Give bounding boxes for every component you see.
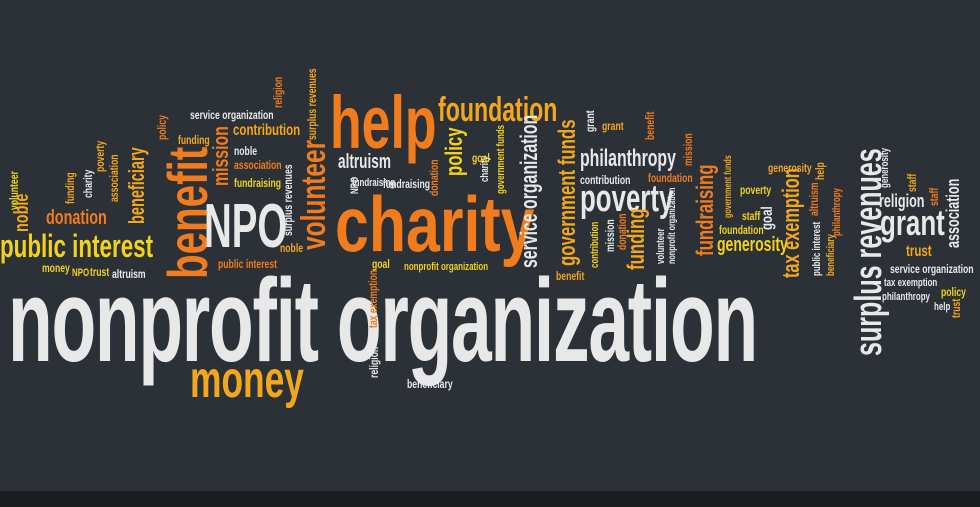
- word-foundation-small: foundation: [648, 171, 693, 185]
- word-noble-white: noble: [234, 144, 258, 158]
- word-public-interest: public interest: [0, 228, 154, 264]
- word-generosity-tiny: generosity: [879, 147, 891, 188]
- word-mission-right: mission: [681, 133, 695, 166]
- word-generosity-right: generosity: [768, 161, 812, 175]
- word-goal-right: goal: [759, 206, 776, 230]
- word-policy: policy: [441, 127, 468, 176]
- word-grant-small: grant: [583, 110, 597, 132]
- word-surplus-revenues-top: surplus revenues: [305, 68, 319, 140]
- word-tax-exemption-small: tax exemption: [884, 277, 938, 289]
- word-beneficiary: beneficiary: [124, 147, 149, 224]
- word-mission: mission: [208, 126, 233, 186]
- word-goal-small: goal: [472, 151, 490, 165]
- word-tax-exemption: tax exemption: [778, 168, 805, 278]
- word-donation: donation: [46, 207, 107, 229]
- word-cloud: nonprofit organization charity help foun…: [0, 0, 980, 491]
- word-contribution: contribution: [233, 122, 301, 139]
- word-fundraising-yellow: fundraising: [234, 176, 282, 190]
- word-grant-top: grant: [602, 119, 624, 133]
- word-fundraising: fundraising: [692, 164, 719, 256]
- word-npo-small: NPO: [72, 267, 90, 279]
- word-association-small: association: [234, 158, 282, 172]
- word-policy-small: policy: [941, 285, 966, 299]
- word-goal: goal: [372, 257, 390, 271]
- word-service-organization: service organization: [516, 114, 543, 268]
- word-nonprofit-organization: nonprofit organization: [8, 255, 758, 387]
- word-service-organization-small: service organization: [890, 262, 974, 276]
- word-foundation: foundation: [438, 91, 558, 129]
- word-staff-far-right: staff: [927, 187, 941, 206]
- word-volunteer-tiny: volunteer: [655, 228, 667, 264]
- word-staff-right: staff: [905, 173, 919, 192]
- word-altruism-small: altruism: [112, 267, 146, 281]
- word-generosity: generosity: [717, 234, 788, 256]
- word-public-interest-right: public interest: [811, 221, 823, 276]
- word-philanthropy-right: philanthropy: [831, 188, 843, 236]
- word-benefit-small: benefit: [556, 269, 585, 283]
- word-donation-tiny: donation: [615, 213, 629, 250]
- word-grant: grant: [880, 202, 945, 243]
- word-money-small: money: [42, 261, 70, 275]
- word-philanthropy-small: philanthropy: [882, 291, 930, 303]
- word-help: help: [330, 81, 437, 164]
- word-fundraising-small: fundraising: [383, 177, 431, 191]
- word-volunteer-small: volunteer: [7, 171, 21, 210]
- word-nonprofit-organization-small: nonprofit organization: [404, 261, 489, 273]
- word-religion: religion: [879, 191, 925, 211]
- word-funding-small: funding: [63, 172, 77, 204]
- word-government-funds-small: government funds: [495, 124, 507, 194]
- word-altruism-right: altruism: [807, 182, 821, 216]
- word-trust-left: trust: [90, 265, 110, 279]
- word-volunteer: volunteer: [295, 139, 333, 250]
- word-funding-left: funding: [178, 133, 210, 147]
- word-help-right: help: [813, 162, 827, 180]
- word-poverty-small: poverty: [93, 140, 107, 172]
- word-public-interest-small: public interest: [218, 257, 278, 271]
- word-religion-bottom: religion: [367, 346, 381, 378]
- word-service-organization-top: service organization: [190, 108, 274, 122]
- word-money: money: [190, 351, 304, 409]
- word-government-funds: government funds: [554, 119, 581, 266]
- word-fundraising-mid: fundraising: [352, 177, 396, 189]
- word-beneficiary-bottom: beneficiary: [407, 377, 453, 391]
- word-philanthropy: philanthropy: [580, 145, 676, 172]
- word-benefit-top: benefit: [643, 111, 657, 140]
- word-poverty: poverty: [580, 178, 674, 220]
- word-donation-small: donation: [427, 159, 441, 196]
- word-trust-small: trust: [949, 298, 963, 318]
- word-noble-small: noble: [280, 241, 304, 255]
- word-association-left: association: [107, 154, 121, 202]
- word-beneficiary-right: beneficiary: [825, 234, 837, 276]
- word-npo: NPO: [204, 192, 288, 261]
- word-help-small: help: [934, 301, 951, 313]
- word-contribution-tiny: contribution: [589, 221, 601, 268]
- word-policy-left: policy: [155, 115, 169, 140]
- word-tax-exemption-left: tax exemption: [366, 269, 380, 328]
- word-poverty-right: poverty: [740, 183, 772, 197]
- word-nonprofit-organization-tiny: nonprofit organization: [667, 187, 678, 264]
- bottom-bar: [0, 491, 980, 507]
- word-surplus-revenues-left: surplus revenues: [281, 164, 295, 236]
- word-religion-top: religion: [271, 76, 285, 108]
- word-foundation-right: foundation: [719, 223, 764, 237]
- word-altruism: altruism: [338, 151, 391, 173]
- word-charity: charity: [335, 180, 535, 268]
- word-government-funds-tiny: government funds: [723, 155, 734, 218]
- word-contribution-small: contribution: [580, 173, 631, 187]
- word-trust: trust: [906, 243, 932, 260]
- word-staff: staff: [742, 209, 761, 223]
- word-charity-small: charity: [81, 169, 95, 198]
- word-association: association: [943, 178, 963, 248]
